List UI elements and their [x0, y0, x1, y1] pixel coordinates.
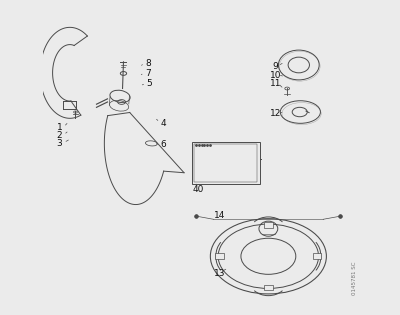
- Text: 11: 11: [270, 79, 281, 88]
- Bar: [264, 285, 273, 290]
- Text: 9: 9: [272, 62, 278, 71]
- Text: 8: 8: [145, 59, 151, 68]
- Text: 3: 3: [57, 139, 62, 148]
- Text: 12: 12: [270, 109, 281, 118]
- Text: 40: 40: [192, 185, 204, 194]
- Text: 10: 10: [270, 71, 281, 80]
- Text: 13: 13: [214, 269, 226, 278]
- Bar: [194, 144, 257, 182]
- Text: 0145781 SC: 0145781 SC: [352, 262, 357, 295]
- Text: 7: 7: [145, 69, 151, 78]
- Text: 2: 2: [57, 131, 62, 140]
- Text: 1: 1: [57, 123, 62, 132]
- Text: 14: 14: [214, 211, 226, 220]
- Bar: [215, 254, 224, 259]
- Bar: [264, 222, 273, 228]
- Text: 5: 5: [147, 79, 152, 88]
- Text: 4: 4: [161, 118, 166, 128]
- Text: 6: 6: [161, 140, 166, 149]
- Bar: [312, 254, 321, 259]
- Bar: [192, 142, 260, 184]
